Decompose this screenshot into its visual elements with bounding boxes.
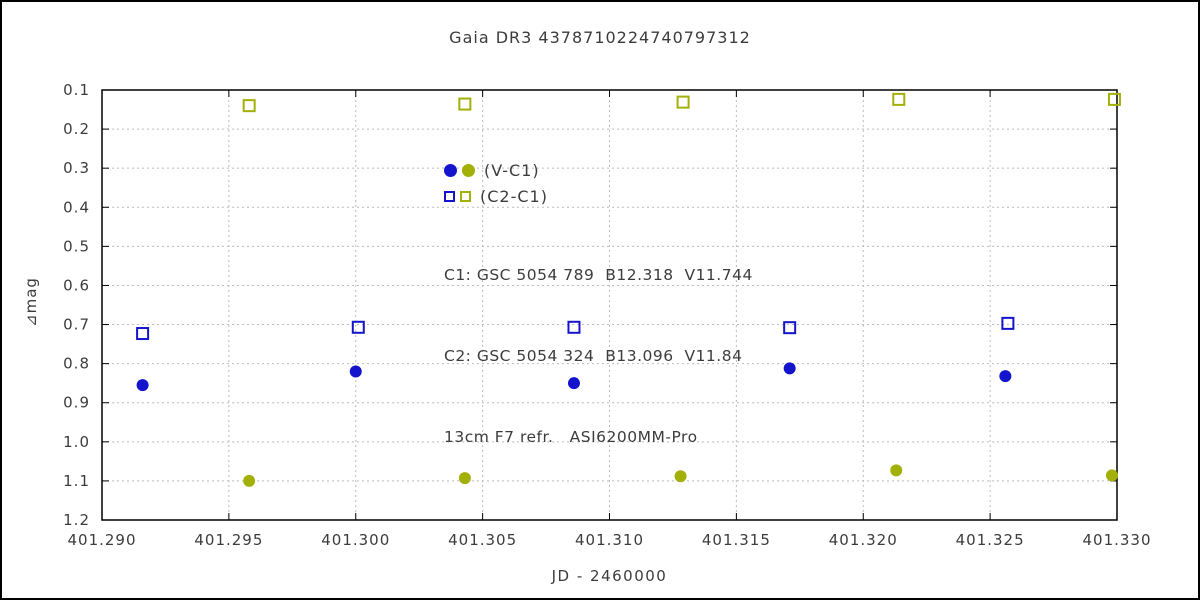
legend: (V-C1) (C2-C1) [444, 157, 548, 209]
data-point-olive-square [458, 97, 472, 111]
y-tick-label: 0.2 [63, 120, 90, 138]
legend-marker-olive-circle-icon [462, 163, 475, 177]
y-tick-label: 0.5 [63, 237, 90, 255]
annotation-comp-star-1: C1: GSC 5054 789 B12.318 V11.744 [444, 266, 753, 284]
y-tick-label: 0.8 [63, 355, 90, 373]
data-point-olive-circle [1105, 469, 1118, 482]
data-point-blue-square [351, 320, 365, 334]
data-point-olive-square [1107, 92, 1121, 106]
data-point-blue-square [567, 320, 581, 334]
data-point-blue-square [783, 321, 797, 335]
y-tick-label: 1.2 [63, 511, 90, 529]
data-point-blue-circle [783, 362, 796, 375]
legend-label-c2c1: (C2-C1) [480, 186, 548, 206]
y-tick-label: 0.6 [63, 276, 90, 294]
data-point-olive-circle [890, 464, 903, 477]
y-tick-label: 0.1 [63, 81, 90, 99]
x-tick-label: 401.300 [321, 531, 390, 549]
legend-label-vc1: (V-C1) [484, 160, 540, 180]
annotation-equipment: 13cm F7 refr. ASI6200MM-Pro [444, 428, 698, 446]
y-tick-label: 1.1 [63, 472, 90, 490]
y-tick-label: 0.4 [63, 198, 90, 216]
legend-marker-olive-square-icon [460, 190, 471, 202]
x-axis-label: JD - 2460000 [551, 567, 668, 585]
data-point-olive-square [892, 92, 906, 106]
legend-row-c2c1: (C2-C1) [444, 183, 548, 209]
legend-marker-blue-square-icon [444, 190, 455, 202]
x-tick-label: 401.290 [67, 531, 136, 549]
x-tick-label: 401.330 [1082, 531, 1151, 549]
data-point-blue-circle [999, 370, 1012, 383]
y-tick-label: 0.9 [63, 394, 90, 412]
y-tick-label: 1.0 [63, 433, 90, 451]
y-tick-label: 0.7 [63, 316, 90, 334]
data-point-olive-circle [243, 474, 256, 487]
x-tick-label: 401.320 [829, 531, 898, 549]
data-point-blue-square [136, 327, 150, 341]
x-tick-label: 401.310 [575, 531, 644, 549]
data-point-blue-circle [136, 379, 149, 392]
data-point-olive-circle [458, 472, 471, 485]
x-tick-label: 401.315 [702, 531, 771, 549]
y-tick-label: 0.3 [63, 159, 90, 177]
data-point-blue-circle [567, 377, 580, 390]
data-point-olive-circle [674, 470, 687, 483]
data-point-olive-square [242, 99, 256, 113]
y-axis-label: ⊿mag [22, 277, 40, 327]
annotations: C1: GSC 5054 789 B12.318 V11.744 C2: GSC… [444, 208, 753, 505]
chart-title: Gaia DR3 4378710224740797312 [449, 28, 751, 47]
x-tick-label: 401.295 [194, 531, 263, 549]
x-tick-label: 401.305 [448, 531, 517, 549]
data-point-blue-square [1001, 316, 1015, 330]
data-point-blue-circle [349, 365, 362, 378]
data-point-olive-square [676, 95, 690, 109]
legend-row-vc1: (V-C1) [444, 157, 548, 183]
annotation-comp-star-2: C2: GSC 5054 324 B13.096 V11.84 [444, 347, 743, 365]
legend-marker-blue-circle-icon [444, 163, 457, 177]
x-tick-label: 401.325 [956, 531, 1025, 549]
